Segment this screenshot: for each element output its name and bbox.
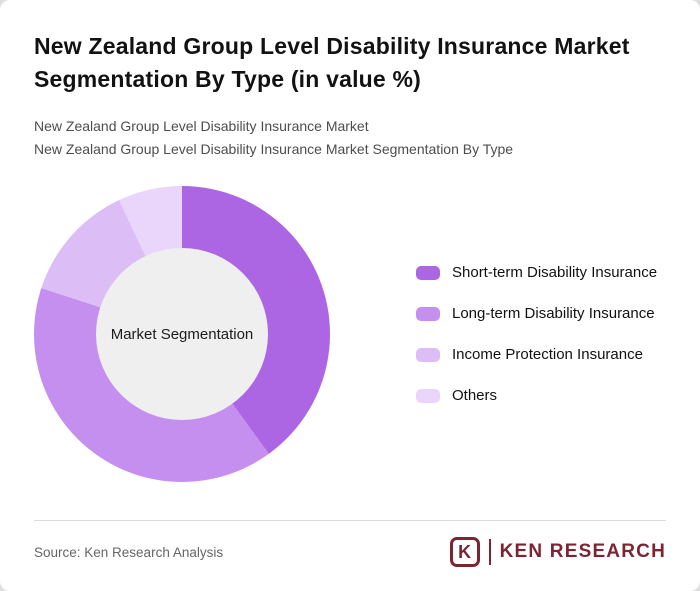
logo-divider — [488, 539, 491, 565]
legend-item-income-protection: Income Protection Insurance — [416, 346, 657, 363]
legend-swatch-income-protection — [416, 347, 440, 362]
legend-item-others: Others — [416, 387, 657, 404]
footer: Source: Ken Research Analysis K KEN RESE… — [34, 520, 666, 567]
page-title: New Zealand Group Level Disability Insur… — [34, 33, 630, 92]
legend-swatch-others — [416, 388, 440, 403]
donut-center: Market Segmentation — [96, 248, 268, 421]
legend-label-short-term: Short-term Disability Insurance — [452, 264, 658, 282]
chart-legend: Short-term Disability Insurance Long-ter… — [416, 264, 657, 404]
donut-chart-wrap: Market Segmentation — [34, 186, 330, 483]
legend-label-long-term: Long-term Disability Insurance — [452, 305, 655, 323]
legend-swatch-short-term — [416, 265, 440, 280]
legend-item-short-term: Short-term Disability Insurance — [416, 264, 657, 281]
donut-center-label: Market Segmentation — [110, 325, 254, 343]
legend-label-income-protection: Income Protection Insurance — [452, 346, 643, 364]
source-text: Source: Ken Research Analysis — [34, 544, 224, 560]
chart-area: Market Segmentation Short-term Disabilit… — [34, 186, 666, 483]
logo-k-icon: K — [449, 537, 480, 567]
legend-label-others: Others — [452, 387, 498, 405]
legend-swatch-long-term — [416, 306, 440, 321]
logo-brand-text: KEN RESEARCH — [499, 541, 666, 562]
subtitle-line-2: New Zealand Group Level Disability Insur… — [34, 140, 514, 157]
footer-divider — [34, 520, 666, 521]
legend-item-long-term: Long-term Disability Insurance — [416, 305, 657, 322]
subtitle-line-1: New Zealand Group Level Disability Insur… — [34, 118, 369, 135]
ken-research-logo: K KEN RESEARCH — [449, 537, 666, 567]
chart-subtitles: New Zealand Group Level Disability Insur… — [34, 115, 666, 160]
